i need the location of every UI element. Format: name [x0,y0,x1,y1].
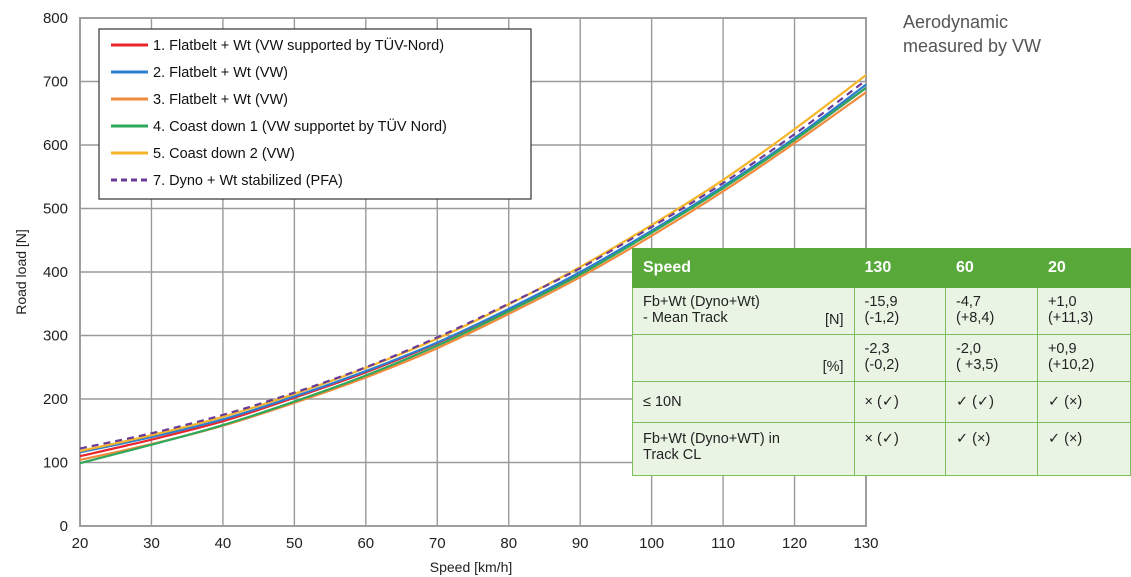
cell-60-n: -4,7 (+8,4) [945,287,1038,335]
cell-20-cl: ✓ (×) [1036,422,1131,476]
legend-label-4: 4. Coast down 1 (VW supportet by TÜV Nor… [153,117,447,135]
header-130: 130 [853,248,947,288]
series-line-6 [79,79,867,450]
x-tick-label: 110 [711,535,735,552]
x-tick-label: 20 [72,535,89,552]
y-tick-labels: 0 100 200 300 400 500 600 700 800 [43,10,68,535]
aerodynamic-note: Aerodynamic measured by VW [903,12,1042,56]
x-tick-labels: 20 30 40 50 60 70 80 90 100 110 120 130 [72,535,879,552]
x-tick-label: 40 [215,535,232,552]
y-tick-label: 300 [43,328,68,345]
row-label-text: Fb+Wt (Dyno+Wt) - Mean Track [643,294,760,326]
x-tick-label: 60 [357,535,374,552]
x-tick-label: 50 [286,535,303,552]
y-tick-label: 100 [43,455,68,472]
series-line-4 [79,86,867,465]
x-tick-label: 130 [853,535,878,552]
legend-label-5: 5. Coast down 2 (VW) [153,146,295,162]
legend-box [98,28,532,200]
table-row-mean-track-n: [N] Fb+Wt (Dyno+Wt) - Mean Track -15,9 (… [632,287,1131,335]
table-row-10n: ≤ 10N × (✓) ✓ (✓) ✓ (×) [632,381,1131,423]
cell-130-n: -15,9 (-1,2) [853,287,947,335]
results-table: Speed 130 60 20 [N] Fb+Wt (Dyno+Wt) - Me… [632,248,1131,476]
header-speed: Speed [632,248,855,288]
y-tick-label: 800 [43,10,68,27]
x-axis-title: Speed [km/h] [430,559,513,575]
y-tick-label: 500 [43,201,68,218]
cell-130-cl: × (✓) [853,422,947,476]
series-lines [79,74,867,465]
legend-label-6: 7. Dyno + Wt stabilized (PFA) [153,173,343,189]
row-label-mean-track: [N] Fb+Wt (Dyno+Wt) - Mean Track [632,287,855,335]
x-tick-label: 100 [639,535,664,552]
x-tick-label: 70 [429,535,446,552]
legend: 1. Flatbelt + Wt (VW supported by TÜV-No… [98,28,532,200]
unit-n: [N] [825,312,844,328]
y-tick-label: 600 [43,137,68,154]
row-label-track-cl: Fb+Wt (Dyno+WT) in Track CL [632,422,855,476]
y-tick-label: 400 [43,264,68,281]
cell-60-cl: ✓ (×) [945,422,1038,476]
x-tick-label: 80 [500,535,517,552]
cell-20-n: +1,0 (+11,3) [1036,287,1131,335]
legend-label-1: 1. Flatbelt + Wt (VW supported by TÜV-No… [153,36,444,54]
x-tick-label: 30 [143,535,160,552]
x-tick-label: 120 [782,535,807,552]
y-tick-label: 0 [60,518,68,535]
cell-60-10n: ✓ (✓) [945,381,1038,423]
cell-130-pct: -2,3 (-0,2) [853,334,947,382]
x-tick-label: 90 [572,535,589,552]
row-label-pct: [%] [632,334,855,382]
table-row-track-cl: Fb+Wt (Dyno+WT) in Track CL × (✓) ✓ (×) … [632,422,1131,476]
row-label-10n: ≤ 10N [632,381,855,423]
series-line-2 [79,83,867,454]
header-20: 20 [1036,248,1131,288]
cell-130-10n: × (✓) [853,381,947,423]
table-header-row: Speed 130 60 20 [632,248,1131,288]
cell-20-pct: +0,9 (+10,2) [1036,334,1131,382]
legend-label-2: 2. Flatbelt + Wt (VW) [153,65,288,81]
cell-60-pct: -2,0 ( +3,5) [945,334,1038,382]
legend-label-3: 3. Flatbelt + Wt (VW) [153,92,288,108]
table-row-mean-track-pct: [%] -2,3 (-0,2) -2,0 ( +3,5) +0,9 (+10,2… [632,334,1131,382]
series-line-5 [79,74,867,453]
cell-20-10n: ✓ (×) [1036,381,1131,423]
unit-pct: [%] [822,359,844,375]
y-axis-title: Road load [N] [13,229,29,315]
y-tick-label: 200 [43,391,68,408]
y-tick-label: 700 [43,74,68,91]
header-60: 60 [945,248,1038,288]
